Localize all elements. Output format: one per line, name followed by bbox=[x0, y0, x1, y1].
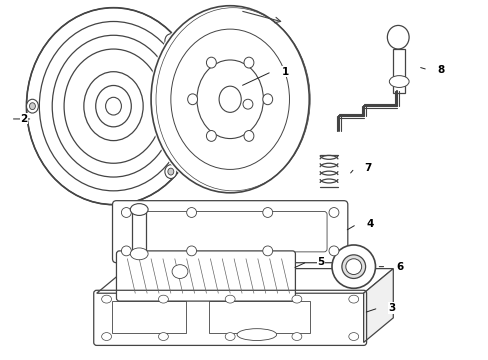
Polygon shape bbox=[363, 269, 392, 342]
Ellipse shape bbox=[262, 208, 272, 217]
Ellipse shape bbox=[225, 333, 235, 341]
Ellipse shape bbox=[291, 295, 301, 303]
Ellipse shape bbox=[186, 246, 196, 256]
Ellipse shape bbox=[388, 76, 408, 87]
Ellipse shape bbox=[102, 295, 111, 303]
FancyBboxPatch shape bbox=[112, 201, 347, 263]
Ellipse shape bbox=[348, 295, 358, 303]
Ellipse shape bbox=[341, 255, 365, 278]
Ellipse shape bbox=[243, 99, 252, 109]
Ellipse shape bbox=[158, 333, 168, 341]
Ellipse shape bbox=[225, 295, 235, 303]
Ellipse shape bbox=[345, 259, 361, 275]
Ellipse shape bbox=[105, 97, 121, 115]
Text: 8: 8 bbox=[437, 65, 444, 75]
Bar bbox=[111, 301, 186, 333]
Ellipse shape bbox=[328, 246, 338, 256]
Ellipse shape bbox=[197, 60, 263, 139]
Ellipse shape bbox=[102, 333, 111, 341]
Ellipse shape bbox=[206, 57, 216, 68]
Ellipse shape bbox=[244, 57, 253, 68]
Ellipse shape bbox=[206, 131, 216, 141]
Ellipse shape bbox=[83, 72, 143, 141]
Text: 5: 5 bbox=[317, 257, 324, 267]
Ellipse shape bbox=[121, 208, 131, 217]
Bar bbox=[392, 49, 405, 93]
Ellipse shape bbox=[130, 248, 148, 260]
Text: 7: 7 bbox=[364, 163, 371, 173]
Ellipse shape bbox=[164, 165, 176, 179]
Ellipse shape bbox=[151, 6, 308, 193]
Ellipse shape bbox=[164, 34, 176, 48]
Bar bbox=[208, 301, 309, 333]
Ellipse shape bbox=[26, 99, 38, 113]
Text: 6: 6 bbox=[395, 262, 403, 272]
Ellipse shape bbox=[386, 26, 408, 49]
Text: 3: 3 bbox=[387, 303, 395, 313]
Ellipse shape bbox=[262, 94, 272, 105]
Text: 2: 2 bbox=[20, 114, 28, 124]
Ellipse shape bbox=[244, 131, 253, 141]
Ellipse shape bbox=[331, 245, 375, 288]
FancyBboxPatch shape bbox=[94, 290, 366, 345]
Ellipse shape bbox=[158, 295, 168, 303]
FancyBboxPatch shape bbox=[116, 251, 295, 301]
Ellipse shape bbox=[172, 265, 187, 278]
Ellipse shape bbox=[96, 85, 131, 127]
Ellipse shape bbox=[237, 329, 276, 341]
Ellipse shape bbox=[26, 8, 200, 204]
Text: 1: 1 bbox=[281, 67, 288, 77]
Ellipse shape bbox=[167, 168, 173, 175]
Ellipse shape bbox=[29, 103, 35, 109]
Ellipse shape bbox=[328, 208, 338, 217]
Ellipse shape bbox=[262, 246, 272, 256]
Bar bbox=[132, 210, 146, 254]
Polygon shape bbox=[97, 269, 392, 293]
Text: 4: 4 bbox=[366, 219, 373, 229]
Ellipse shape bbox=[167, 37, 173, 44]
Ellipse shape bbox=[291, 333, 301, 341]
Ellipse shape bbox=[186, 208, 196, 217]
Ellipse shape bbox=[348, 333, 358, 341]
Ellipse shape bbox=[149, 4, 310, 195]
Ellipse shape bbox=[121, 246, 131, 256]
Ellipse shape bbox=[130, 204, 148, 215]
Ellipse shape bbox=[219, 86, 241, 112]
Ellipse shape bbox=[187, 94, 197, 105]
